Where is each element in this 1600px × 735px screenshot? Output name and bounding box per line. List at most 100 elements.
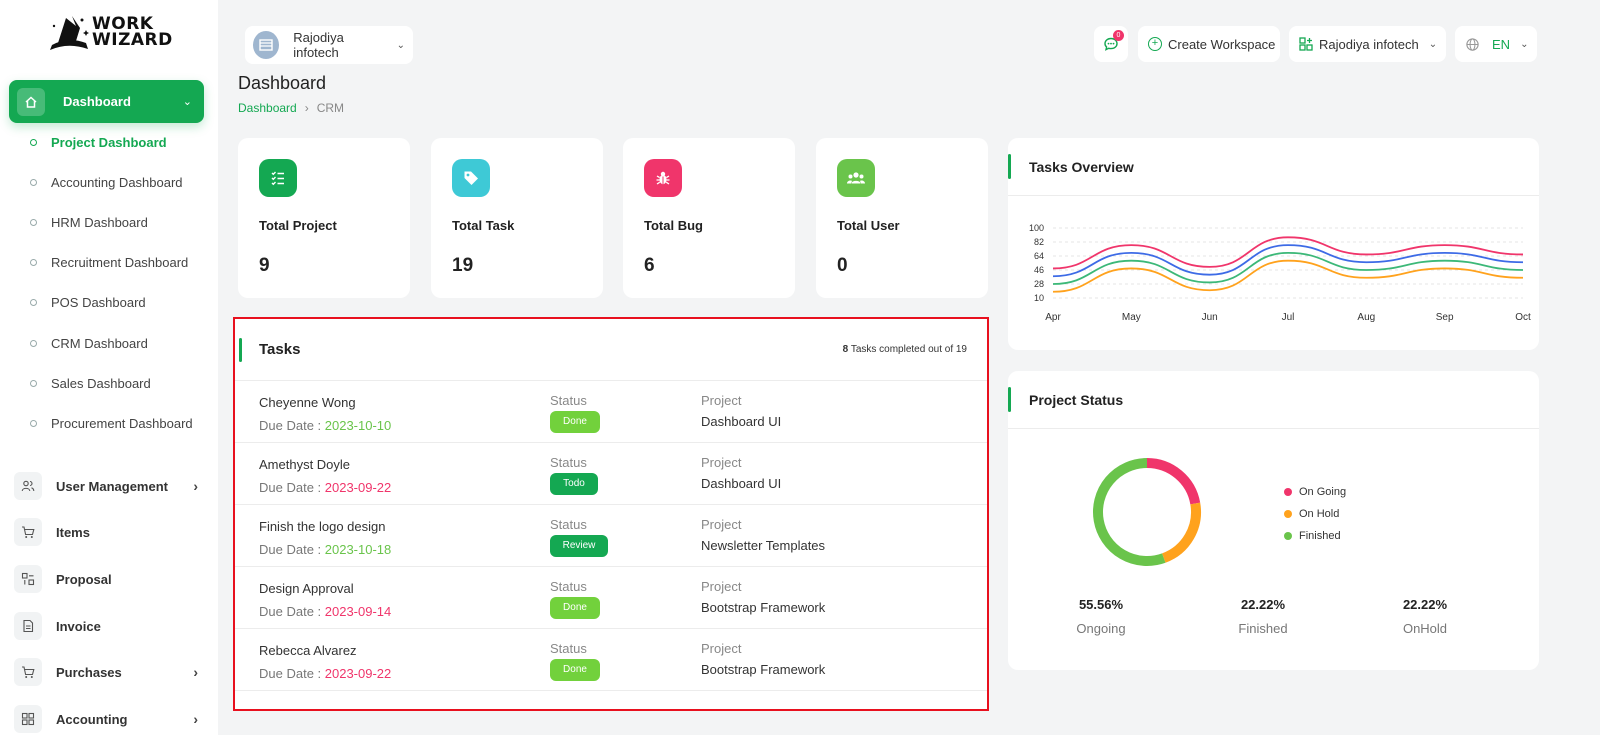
status-badge: Review xyxy=(550,535,608,557)
donut-slice xyxy=(1146,458,1201,505)
due-date-label: Due Date : xyxy=(259,666,325,681)
project-label: Project xyxy=(701,579,742,594)
sidebar-subitem[interactable]: Accounting Dashboard xyxy=(30,174,201,192)
stat-card-total-project: Total Project 9 xyxy=(238,138,410,298)
project-status-donut xyxy=(1093,458,1201,566)
stat-value: 9 xyxy=(259,255,270,276)
sidebar-subitem[interactable]: POS Dashboard xyxy=(30,294,201,312)
bullet-dot-icon xyxy=(30,420,37,427)
logo-wordmark: WORK WIZARD xyxy=(92,14,173,50)
workspace-name: Rajodiya infotech xyxy=(293,30,344,60)
due-date-value: 2023-09-22 xyxy=(324,666,392,681)
project-status-legend: On Going On Hold Finished xyxy=(1284,481,1346,547)
stat-value: 6 xyxy=(644,255,655,276)
create-workspace-label: Create Workspace xyxy=(1168,36,1276,52)
workspace-switcher[interactable]: Rajodiya infotech ⌄ xyxy=(1289,26,1446,62)
stat-card-total-task: Total Task 19 xyxy=(431,138,603,298)
task-name: Design Approval xyxy=(259,581,354,596)
task-due: Due Date : 2023-09-22 xyxy=(259,666,391,681)
sidebar-item[interactable]: Purchases › xyxy=(14,657,204,687)
project-status-card: Project Status On Going On Hold Finished 5… xyxy=(1008,371,1539,670)
work-wizard-logo[interactable]: WORK WIZARD xyxy=(46,12,173,52)
sidebar-item-label: Accounting xyxy=(56,711,128,727)
sidebar-item-label: Dashboard xyxy=(63,94,131,109)
stat-label: Total Task xyxy=(452,218,515,233)
task-due: Due Date : 2023-10-18 xyxy=(259,542,391,557)
plus-circle-icon: + xyxy=(1148,37,1162,51)
workspace-select[interactable]: Rajodiya infotech ⌄ xyxy=(245,26,413,64)
chevron-right-icon: › xyxy=(193,478,198,494)
sidebar-subitem-label: Sales Dashboard xyxy=(51,376,151,391)
due-date-label: Due Date : xyxy=(259,604,325,619)
status-label: Status xyxy=(550,579,587,594)
task-row[interactable]: Rebecca Alvarez Due Date : 2023-09-22 Stat… xyxy=(235,629,987,691)
x-tick-label: Jun xyxy=(1202,312,1218,323)
task-row[interactable]: Design Approval Due Date : 2023-09-14 Stat… xyxy=(235,567,987,629)
status-percent: 22.22% xyxy=(1402,597,1448,612)
sidebar-item-label: Items xyxy=(56,524,90,540)
status-label: OnHold xyxy=(1402,621,1448,636)
tasks-overview-title: Tasks Overview xyxy=(1029,159,1134,175)
project-label: Project xyxy=(701,455,742,470)
workspace-avatar xyxy=(253,31,280,59)
sidebar-subitem[interactable]: HRM Dashboard xyxy=(30,214,201,232)
project-name: Newsletter Templates xyxy=(701,538,826,553)
project-name: Dashboard UI xyxy=(701,414,782,429)
sidebar-item-label: Invoice xyxy=(56,618,101,634)
bullet-dot-icon xyxy=(30,259,37,266)
page-title: Dashboard xyxy=(238,73,327,93)
stat-label: Total User xyxy=(837,218,900,233)
task-name: Amethyst Doyle xyxy=(259,457,351,472)
bullet-dot-icon xyxy=(30,299,37,306)
stat-value: 0 xyxy=(837,255,848,276)
sidebar-subitem[interactable]: Project Dashboard xyxy=(30,134,201,152)
task-row[interactable]: Finish the logo design Due Date : 2023-10… xyxy=(235,505,987,567)
sidebar-subitem-label: Recruitment Dashboard xyxy=(51,255,189,270)
y-tick-label: 10 xyxy=(1034,293,1044,303)
project-name: Bootstrap Framework xyxy=(701,600,826,615)
due-date-label: Due Date : xyxy=(259,542,325,557)
globe-icon xyxy=(1466,37,1479,51)
chevron-down-icon: ⌄ xyxy=(396,39,405,51)
sidebar-subitem[interactable]: Sales Dashboard xyxy=(30,375,201,393)
legend-label: On Going xyxy=(1299,486,1347,498)
chevron-right-icon: › xyxy=(193,711,198,727)
breadcrumb-link-dashboard[interactable]: Dashboard xyxy=(238,101,297,115)
tasks-overview-header: Tasks Overview xyxy=(1008,138,1539,196)
legend-label: Finished xyxy=(1299,530,1341,542)
cart-icon xyxy=(14,658,42,686)
legend-swatch xyxy=(1284,488,1292,496)
chevron-down-icon: ⌄ xyxy=(1520,38,1529,50)
project-status-title: Project Status xyxy=(1029,392,1124,408)
create-workspace-button[interactable]: + Create Workspace xyxy=(1138,26,1280,62)
task-row[interactable]: Cheyenne Wong Due Date : 2023-10-10 Status… xyxy=(235,381,987,443)
sidebar-item[interactable]: Items xyxy=(14,517,204,547)
sidebar-item[interactable]: User Management › xyxy=(14,471,204,501)
sidebar-subitem[interactable]: CRM Dashboard xyxy=(30,335,201,353)
stat-label: Total Bug xyxy=(644,218,703,233)
y-tick-label: 46 xyxy=(1034,265,1044,275)
sidebar-item-dashboard[interactable]: Dashboard ⌄ xyxy=(9,80,204,123)
sidebar-item[interactable]: Accounting › xyxy=(14,704,204,734)
task-row[interactable]: Amethyst Doyle Due Date : 2023-09-22 Statu… xyxy=(235,443,987,505)
sidebar-item[interactable]: Proposal xyxy=(14,564,204,594)
chevron-down-icon: ⌄ xyxy=(182,96,192,108)
legend-item: Finished xyxy=(1284,525,1346,547)
messages-button[interactable]: 0 xyxy=(1094,26,1128,62)
sidebar-subitem[interactable]: Recruitment Dashboard xyxy=(30,254,201,272)
tasks-panel: Tasks 8 Tasks completed out of 19 Cheyen… xyxy=(233,317,989,711)
y-tick-label: 100 xyxy=(1029,223,1044,233)
bug-icon xyxy=(644,159,682,197)
users-icon xyxy=(14,472,42,500)
task-due: Due Date : 2023-10-10 xyxy=(259,418,391,433)
tasks-overview-card: Tasks Overview 100 82 64 46 28 10 Apr May Jun Jul… xyxy=(1008,138,1539,350)
tasks-header: Tasks 8 Tasks completed out of 19 xyxy=(235,319,987,381)
sidebar-item[interactable]: Invoice xyxy=(14,611,204,641)
task-name: Finish the logo design xyxy=(259,519,386,534)
project-label: Project xyxy=(701,517,742,532)
language-select[interactable]: EN ⌄ xyxy=(1455,26,1537,62)
status-badge: Done xyxy=(550,597,600,619)
breadcrumb-separator: › xyxy=(304,101,309,115)
sidebar-subitem[interactable]: Procurement Dashboard xyxy=(30,415,201,433)
